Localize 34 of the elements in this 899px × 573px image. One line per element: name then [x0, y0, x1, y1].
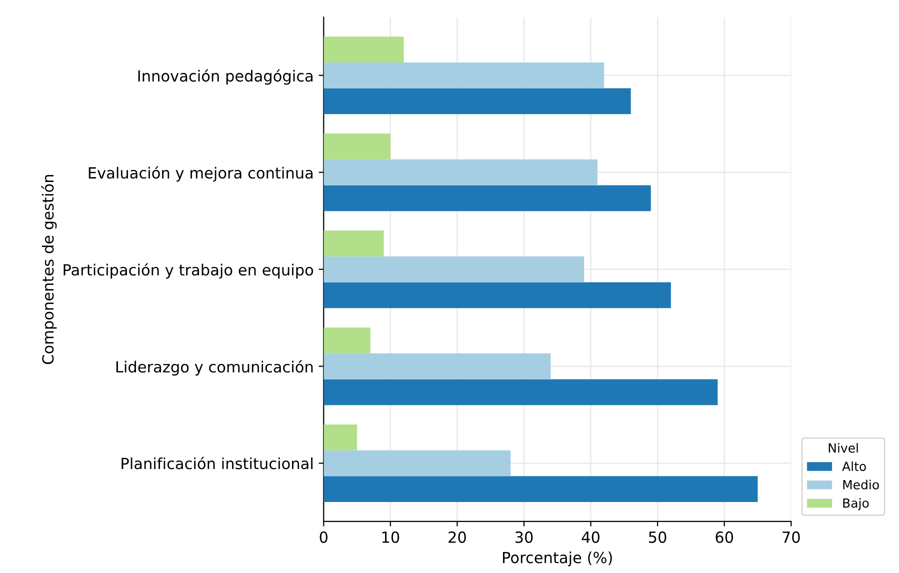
bar — [324, 450, 511, 476]
x-tick-label: 50 — [649, 531, 666, 543]
bar — [324, 327, 370, 354]
bar — [324, 379, 718, 406]
y-tick-label: Innovación pedagógica — [138, 69, 313, 85]
bar — [324, 159, 598, 186]
y-tick-label: Evaluación y mejora continua — [88, 166, 313, 182]
bar — [324, 476, 758, 502]
bar — [324, 134, 390, 160]
bar — [324, 185, 651, 212]
x-tick-label: 30 — [515, 531, 533, 543]
x-tick-label: 10 — [382, 531, 400, 543]
x-axis-title: Porcentaje (%) — [503, 551, 612, 566]
bar — [324, 62, 604, 88]
bar — [324, 353, 551, 380]
y-tick-label: Planificación institucional — [122, 456, 312, 470]
legend-label: Bajo — [843, 498, 869, 510]
bar — [324, 88, 631, 114]
legend-label: Alto — [842, 461, 866, 472]
legend-title: Nivel — [828, 443, 858, 453]
x-tick-label: 70 — [782, 531, 800, 543]
y-tick-label: Participación y trabajo en equipo — [64, 263, 314, 279]
y-axis-title: Componentes de gestión — [41, 175, 57, 364]
x-tick-label: 60 — [716, 531, 734, 543]
legend-label: Medio — [843, 480, 879, 490]
bar — [324, 230, 384, 256]
y-tick-label: Liderazgo y comunicación — [116, 360, 313, 376]
bar — [324, 282, 671, 308]
x-tick-label: 20 — [448, 531, 466, 543]
x-tick-label: 40 — [582, 531, 600, 543]
bar — [324, 256, 584, 282]
bar — [324, 424, 358, 450]
x-tick-label: 0 — [320, 531, 328, 543]
bar — [324, 36, 404, 62]
